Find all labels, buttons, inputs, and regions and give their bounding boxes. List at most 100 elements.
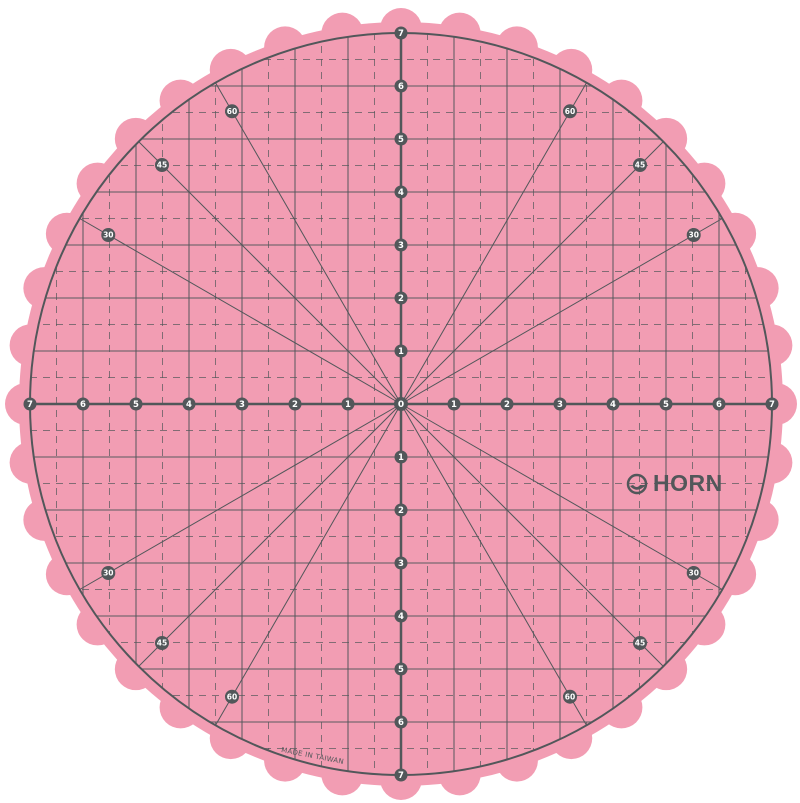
measure-label: 7 xyxy=(394,26,408,40)
measure-label: 45 xyxy=(633,636,648,651)
label-dot xyxy=(394,715,408,729)
scallop xyxy=(600,686,643,729)
angle-line-60 xyxy=(400,403,587,726)
horn-logo-icon xyxy=(626,473,648,494)
scallop xyxy=(600,79,643,122)
scallop xyxy=(76,162,119,205)
label-text: 30 xyxy=(688,231,698,240)
measure-label: 4 xyxy=(394,185,408,199)
label-text: 1 xyxy=(345,400,351,410)
scallop xyxy=(9,441,52,484)
label-text: 5 xyxy=(398,135,404,145)
scallop xyxy=(438,12,481,55)
measure-label: 3 xyxy=(553,397,567,411)
label-text: 1 xyxy=(398,453,404,463)
label-dot xyxy=(563,104,577,119)
scallop xyxy=(683,162,726,205)
label-text: 7 xyxy=(398,771,404,781)
label-text: 3 xyxy=(239,400,245,410)
label-dot xyxy=(686,228,701,242)
label-text: 60 xyxy=(565,107,575,116)
label-text: 60 xyxy=(227,692,237,701)
label-dot xyxy=(394,26,408,40)
label-dot xyxy=(686,566,701,580)
label-dot xyxy=(394,79,408,93)
label-text: 2 xyxy=(292,400,298,410)
label-dot xyxy=(659,397,673,411)
label-dot xyxy=(101,566,116,580)
scallop xyxy=(750,441,793,484)
measure-label: 60 xyxy=(225,104,239,119)
label-text: 60 xyxy=(227,107,237,116)
label-dot xyxy=(447,397,461,411)
label-text: 4 xyxy=(398,188,404,198)
label-dot xyxy=(394,609,408,623)
angle-line-30 xyxy=(400,403,723,590)
measure-label: 2 xyxy=(288,397,302,411)
label-text: 45 xyxy=(635,639,645,648)
measure-label: 7 xyxy=(394,768,408,782)
measure-label: 3 xyxy=(235,397,249,411)
label-text: 6 xyxy=(716,400,722,410)
measure-label: 0 xyxy=(394,397,408,411)
label-dot xyxy=(225,689,239,704)
label-text: 6 xyxy=(80,400,86,410)
measure-label: 5 xyxy=(129,397,143,411)
label-dot xyxy=(225,104,239,119)
label-text: 30 xyxy=(688,569,698,578)
label-dot xyxy=(394,503,408,517)
label-dot xyxy=(154,636,169,651)
angle-line-30 xyxy=(79,218,402,405)
label-dot xyxy=(553,397,567,411)
label-dot xyxy=(129,397,143,411)
measure-label: 45 xyxy=(154,157,169,172)
measure-label: 1 xyxy=(447,397,461,411)
label-dot xyxy=(394,291,408,305)
angle-line-60 xyxy=(215,82,402,405)
measure-label: 60 xyxy=(563,689,577,704)
label-text: 4 xyxy=(186,400,192,410)
label-text: 45 xyxy=(157,161,167,170)
measure-label: 30 xyxy=(686,228,701,242)
scallop xyxy=(438,753,481,796)
label-dot xyxy=(288,397,302,411)
label-text: 6 xyxy=(398,82,404,92)
scallop xyxy=(9,324,52,367)
label-dot xyxy=(341,397,355,411)
measure-label: 3 xyxy=(394,556,408,570)
label-text: 3 xyxy=(398,241,404,251)
measure-label: 3 xyxy=(394,238,408,252)
label-text: 3 xyxy=(557,400,563,410)
label-dot xyxy=(563,689,577,704)
label-dot xyxy=(606,397,620,411)
label-text: 5 xyxy=(663,400,669,410)
label-dot xyxy=(394,132,408,146)
label-text: 1 xyxy=(398,347,404,357)
measure-label: 45 xyxy=(154,636,169,651)
measure-label: 6 xyxy=(394,79,408,93)
angle-line-30 xyxy=(79,403,402,590)
label-text: 6 xyxy=(398,718,404,728)
label-dot xyxy=(500,397,514,411)
label-dot xyxy=(394,185,408,199)
label-text: 45 xyxy=(157,639,167,648)
measure-label: 4 xyxy=(182,397,196,411)
angle-line-60 xyxy=(400,82,587,405)
label-text: 7 xyxy=(27,400,33,410)
measure-label: 2 xyxy=(394,291,408,305)
label-text: 1 xyxy=(451,400,457,410)
measure-label: 4 xyxy=(394,609,408,623)
label-text: 4 xyxy=(610,400,616,410)
measure-label: 1 xyxy=(394,450,408,464)
measure-label: 6 xyxy=(712,397,726,411)
label-dot xyxy=(394,556,408,570)
label-dot xyxy=(154,157,169,172)
label-text: 30 xyxy=(103,231,113,240)
measure-label: 1 xyxy=(341,397,355,411)
label-dot xyxy=(394,662,408,676)
label-text: 7 xyxy=(769,400,775,410)
scallop xyxy=(159,686,202,729)
label-dot xyxy=(394,450,408,464)
measure-label: 45 xyxy=(633,157,648,172)
